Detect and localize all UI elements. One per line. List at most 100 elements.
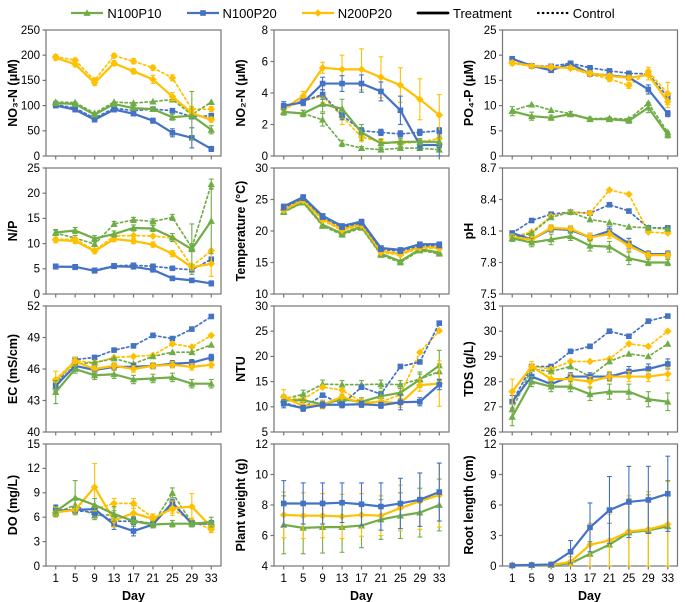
x-tick-label: 1	[53, 573, 59, 585]
y-tick-label: 15	[255, 257, 268, 269]
y-tick-label: 100	[21, 100, 40, 112]
ph-plot: 7.5 7.8 8.1 8.4 8.7	[481, 163, 679, 300]
y-tick-label: 7.8	[481, 257, 497, 269]
y-tick-label: 46	[27, 364, 40, 376]
y-tick-label: 6	[34, 512, 40, 524]
y-tick-label: 8.7	[481, 163, 497, 175]
x-tick-label: 1	[509, 573, 515, 585]
y-tick-label: 12	[484, 439, 497, 451]
no3-n-plot: 0 50 100 150 200 250	[21, 25, 222, 162]
y-tick-label: 9	[490, 469, 496, 481]
x-tick-label: 29	[413, 573, 426, 585]
y-tick-label: 10	[27, 238, 40, 250]
chart-ph: pH 7.5 7.8 8.1 8.4 8.7	[456, 162, 685, 300]
x-tick-label: 9	[548, 573, 554, 585]
po4-p-plot: 0 5 10 15 20 25	[484, 25, 679, 162]
ec-plot: 40 43 46 49 52	[27, 301, 222, 438]
y-tick-label: 4	[262, 88, 269, 100]
x-tick-label: 33	[433, 573, 446, 585]
chart-po4-p: PO₄-P (μM) 0 5 10 15 20 25	[456, 24, 685, 162]
series-n100p10-treatment	[52, 480, 215, 529]
chart-temperature: Temperature (°C) 10 15 20 25 30	[228, 162, 456, 300]
x-axis-label: Day	[578, 589, 601, 602]
n200p20-line-marker-icon	[301, 9, 334, 17]
y-tick-label: 5	[490, 126, 496, 138]
series-n100p10-control	[508, 208, 672, 242]
legend-item-control: Control	[536, 6, 615, 21]
y-tick-label: 50	[27, 126, 40, 138]
series-n100p20-treatment	[52, 263, 215, 287]
n100p20-line-marker-icon	[186, 10, 219, 16]
y-tick-label: 10	[255, 402, 268, 414]
series-n100p20-treatment	[280, 462, 443, 531]
y-tick-label: 26	[484, 427, 497, 438]
y-tick-label: 6	[490, 500, 496, 512]
plant-weight-plot: 4 6 8 10 12 1 5 9 13 17 21 25 29 33	[255, 439, 450, 585]
chart-ec: EC (mS/cm) 40 43 46 49 52	[0, 300, 228, 438]
series-n100p10-treatment	[52, 364, 215, 405]
chart-row-4: DO (mg/L) 0 3 6 9 12 15 1 5 9 13 17 21 25 29 33 Day Pl…	[0, 438, 685, 602]
plot-frame	[273, 167, 450, 295]
y-tick-label: 150	[21, 75, 40, 87]
x-tick-label: 9	[319, 573, 325, 585]
y-tick-label: 6	[262, 56, 268, 68]
x-tick-label: 13	[336, 573, 349, 585]
x-tick-label: 33	[661, 573, 674, 585]
y-tick-label: 25	[484, 25, 497, 37]
legend-item-n200p20: N200P20	[301, 6, 392, 21]
y-tick-label: 20	[255, 351, 268, 363]
chart-np-ratio: N/P 0 5 10 15 20 25	[0, 162, 228, 300]
y-tick-label: 0	[34, 151, 40, 162]
x-tick-label: 17	[127, 573, 140, 585]
y-tick-label: 9	[34, 488, 40, 500]
y-tick-label: 0	[490, 561, 496, 573]
y-tick-label: 15	[27, 213, 40, 225]
solid-line-icon	[416, 11, 450, 15]
y-tick-label: 0	[34, 289, 40, 300]
chart-tds: TDS (g/L) 26 27 28 29 30 31	[456, 300, 685, 438]
y-tick-label: 12	[27, 463, 40, 475]
y-tick-label: 40	[27, 427, 40, 438]
y-tick-label: 5	[34, 264, 40, 276]
y-tick-label: 0	[34, 561, 40, 573]
y-tick-label: 25	[255, 326, 268, 338]
legend-label: Control	[572, 5, 615, 21]
y-tick-label: 15	[27, 439, 40, 451]
chart-do: DO (mg/L) 0 3 6 9 12 15 1 5 9 13 17 21 25 29 33 Day	[0, 438, 228, 602]
series-n100p20-treatment	[280, 379, 443, 412]
legend-label: N100P10	[107, 5, 162, 21]
y-tick-label: 20	[255, 226, 268, 238]
series-n200p20-treatment	[508, 360, 672, 405]
y-tick-label: 6	[262, 530, 268, 542]
x-tick-label: 13	[564, 573, 577, 585]
chart-root-length: Root length (cm) 0 3 6 9 12 1 5 9 13 17 21 25 29 33 D…	[456, 438, 685, 602]
tds-plot: 26 27 28 29 30 31	[484, 301, 679, 438]
y-tick-label: 15	[484, 75, 497, 87]
series-n100p10-treatment	[508, 376, 672, 427]
series-n200p20-treatment	[508, 58, 672, 109]
legend-item-treatment: Treatment	[416, 6, 512, 21]
y-tick-label: 8.1	[481, 226, 497, 238]
series-n100p10-treatment	[280, 198, 443, 265]
x-tick-label: 29	[642, 573, 655, 585]
x-tick-label: 21	[375, 573, 388, 585]
y-tick-label: 10	[255, 469, 268, 481]
y-tick-label: 52	[27, 301, 40, 313]
y-tick-label: 2	[262, 119, 268, 131]
y-tick-label: 0	[490, 151, 496, 162]
x-tick-label: 25	[394, 573, 407, 585]
y-tick-label: 20	[484, 50, 497, 62]
temperature-plot: 10 15 20 25 30	[255, 163, 450, 300]
x-tick-label: 25	[622, 573, 635, 585]
y-tick-label: 30	[255, 163, 268, 175]
y-tick-label: 7.5	[481, 289, 497, 300]
dotted-line-icon	[536, 11, 569, 15]
series-n100p20-treatment	[280, 194, 443, 253]
np-ratio-plot: 0 5 10 15 20 25	[27, 163, 222, 300]
chart-row-3: EC (mS/cm) 40 43 46 49 52 NTU 5 10 15 20 25 30 TD…	[0, 300, 685, 438]
x-tick-label: 29	[185, 573, 198, 585]
y-tick-label: 8	[262, 500, 268, 512]
